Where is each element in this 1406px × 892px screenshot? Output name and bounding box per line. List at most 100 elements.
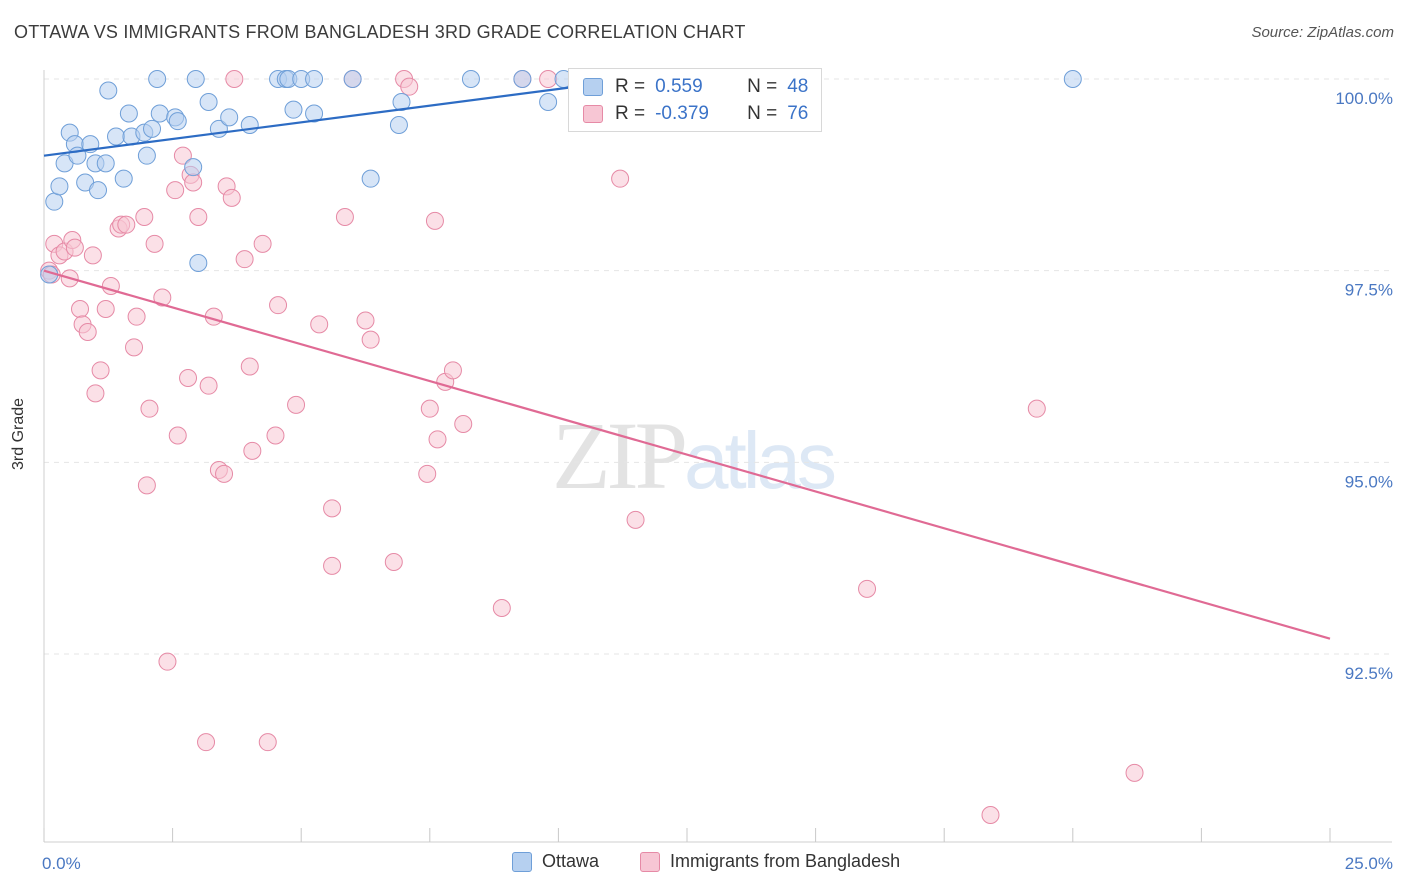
ottawa-point: [189, 254, 208, 272]
bangladesh-point: [189, 208, 208, 226]
ottawa-point: [343, 70, 362, 88]
bangladesh-point: [258, 733, 277, 752]
bangladesh-point: [240, 357, 259, 376]
ottawa-point: [119, 104, 138, 123]
bangladesh-point: [199, 376, 218, 395]
bangladesh-point: [420, 399, 439, 418]
bangladesh-points: [40, 70, 1144, 824]
bangladesh-n-value: 76: [787, 103, 809, 124]
bangladesh-point: [310, 315, 329, 334]
legend-item-ottawa[interactable]: Ottawa: [512, 851, 599, 872]
bangladesh-point: [235, 250, 254, 269]
ottawa-point: [148, 70, 167, 88]
bangladesh-point: [140, 399, 159, 418]
bangladesh-point: [83, 246, 102, 265]
ottawa-swatch: [583, 78, 603, 96]
ottawa-point: [305, 104, 324, 123]
x-tick-label-max: 25.0%: [1345, 854, 1393, 873]
bangladesh-point: [135, 208, 154, 226]
watermark: ZIPatlas: [552, 400, 837, 511]
legend-bangladesh-label: Immigrants from Bangladesh: [670, 851, 901, 871]
ottawa-point: [184, 158, 203, 177]
bangladesh-point: [127, 307, 146, 326]
bangladesh-point: [215, 464, 234, 483]
bangladesh-point: [243, 441, 262, 460]
bangladesh-point: [96, 300, 115, 318]
bangladesh-point: [323, 499, 342, 518]
bangladesh-swatch: [583, 105, 603, 123]
ottawa-point: [461, 70, 480, 88]
ottawa-r-label: R =: [615, 76, 646, 97]
bangladesh-trend-line: [43, 269, 1331, 640]
bangladesh-point: [168, 426, 187, 445]
ottawa-point: [150, 104, 169, 123]
bangladesh-point: [266, 426, 285, 445]
ottawa-point: [89, 181, 108, 200]
ottawa-point: [220, 108, 239, 127]
ottawa-point: [240, 116, 259, 134]
watermark-zip: ZIP: [552, 402, 688, 509]
bangladesh-point: [153, 288, 172, 307]
bangladesh-r-value: -0.379: [655, 103, 709, 124]
ottawa-point: [143, 119, 162, 138]
bangladesh-point: [981, 806, 1000, 824]
tick-labels: 100.0% 97.5% 95.0% 92.5% 0.0% 25.0%: [42, 89, 1393, 873]
bangladesh-point: [253, 234, 272, 253]
bangladesh-point: [78, 323, 97, 341]
trend-lines: [43, 77, 1331, 640]
ottawa-point: [513, 70, 532, 88]
bangladesh-point: [71, 300, 90, 318]
bottom-legend: Ottawa Immigrants from Bangladesh: [0, 851, 1406, 879]
bangladesh-point: [117, 215, 136, 234]
bangladesh-point: [184, 173, 203, 192]
bangladesh-point: [626, 510, 645, 529]
bangladesh-point: [145, 234, 164, 253]
bangladesh-point: [125, 338, 144, 357]
ottawa-point: [392, 93, 411, 111]
legend-row-ottawa: R = 0.559 N = 48: [583, 75, 808, 99]
legend-ottawa-swatch: [512, 851, 532, 872]
bangladesh-point: [335, 208, 354, 226]
bangladesh-point: [1027, 399, 1046, 418]
bangladesh-point: [222, 188, 241, 207]
ottawa-point: [199, 93, 218, 111]
bangladesh-point: [384, 553, 403, 571]
bangladesh-point: [611, 169, 630, 188]
ottawa-point: [114, 169, 133, 188]
bangladesh-point: [539, 70, 558, 88]
bangladesh-point: [137, 476, 156, 495]
bangladesh-point: [443, 361, 462, 380]
bangladesh-point: [400, 77, 419, 96]
bangladesh-point: [428, 430, 447, 449]
chart-title: OTTAWA VS IMMIGRANTS FROM BANGLADESH 3RD…: [14, 22, 746, 42]
bangladesh-point: [425, 211, 444, 230]
legend-ottawa-label: Ottawa: [542, 851, 600, 871]
bangladesh-point: [158, 652, 177, 671]
y-tick-label: 100.0%: [1335, 89, 1393, 108]
bangladesh-point: [361, 330, 380, 349]
ottawa-n-value: 48: [787, 76, 809, 97]
bangladesh-point: [225, 70, 244, 88]
ottawa-point: [305, 70, 324, 88]
bangladesh-point: [269, 296, 288, 315]
x-tick-label-min: 0.0%: [42, 854, 81, 873]
bangladesh-r-label: R =: [615, 103, 646, 124]
ottawa-point: [539, 93, 558, 111]
bangladesh-point: [197, 733, 216, 752]
bangladesh-point: [323, 556, 342, 575]
ottawa-trend-line: [43, 77, 636, 157]
legend-bangladesh-swatch: [640, 851, 660, 872]
bangladesh-point: [86, 384, 105, 403]
ottawa-point: [137, 146, 156, 165]
ottawa-point: [389, 116, 408, 134]
legend-item-bangladesh[interactable]: Immigrants from Bangladesh: [640, 851, 900, 872]
bangladesh-point: [418, 464, 437, 483]
ottawa-point: [50, 177, 69, 196]
bangladesh-point: [65, 238, 84, 257]
ottawa-point: [186, 70, 205, 88]
source-note: Source: ZipAtlas.com: [1251, 24, 1394, 41]
y-tick-label: 95.0%: [1345, 472, 1393, 491]
bangladesh-point: [492, 599, 511, 617]
ottawa-point: [361, 169, 380, 188]
